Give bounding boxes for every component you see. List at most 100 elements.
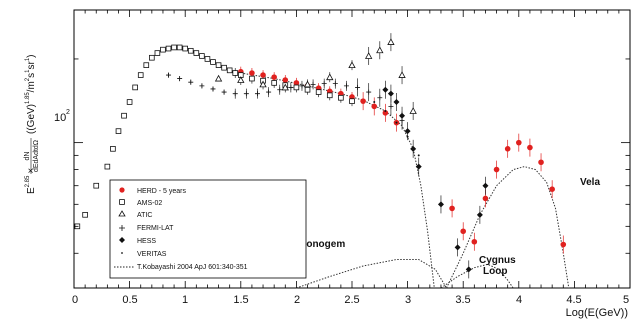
y-title-close: ) [26, 54, 37, 57]
ams-02-point [187, 47, 194, 54]
y-title-e: E [26, 187, 37, 194]
legend-marker-herd [119, 187, 125, 193]
x-tick-labels: 0 0.5 1 1.5 2 2.5 3 3.5 4 4.5 5 [72, 294, 629, 306]
atic-point [259, 80, 267, 88]
veritas-point [417, 154, 420, 157]
y-title-units-exp: 1.85 [25, 92, 31, 104]
hess-point [382, 86, 389, 93]
fermi-lat-point [188, 79, 194, 85]
x-axis-title: Log(E(GeV)) [566, 307, 628, 319]
herd-5-years-point [504, 146, 511, 152]
y-title-frac-num: dN [24, 152, 31, 161]
herd-5-years-point [527, 144, 533, 151]
x-tick-label: 0.5 [122, 294, 137, 306]
hess-point [454, 244, 461, 251]
ams-02-point [165, 45, 172, 52]
herd-5-years-point [516, 139, 522, 146]
ams-02-point [171, 44, 177, 51]
herd-5-years-point [493, 166, 500, 173]
fermi-lat-point [243, 91, 249, 97]
ams-02-point [143, 62, 150, 68]
ams-02-point [221, 64, 227, 71]
fermi-lat-point [355, 84, 361, 90]
herd-5-years-point [449, 205, 455, 212]
hess-point [437, 201, 444, 208]
herd-5-years-point [382, 110, 389, 116]
ams-02-point [326, 92, 333, 99]
x-tick-label: 4.5 [566, 294, 581, 306]
ams-02-point [176, 44, 183, 51]
ams-02-point [121, 112, 127, 119]
ams-02-point [149, 54, 155, 61]
legend-box [109, 179, 307, 279]
ams-02-point [226, 67, 233, 74]
herd-5-years-point [360, 98, 366, 104]
svg-text:((GeV)1.85/m2s1sr1): ((GeV)1.85/m2s1sr1) [25, 54, 37, 134]
hess-point [387, 90, 394, 97]
y-title-s-exp: 1 [25, 69, 31, 73]
hess-point [415, 163, 422, 170]
y-tick-label: 10 2 [54, 109, 70, 124]
fermi-lat-point [177, 76, 183, 82]
fermi-lat-point [266, 89, 272, 95]
annotation-loop: Loop [483, 266, 507, 277]
herd-5-years-point [282, 77, 289, 83]
ams-02-point [110, 146, 116, 152]
herd-5-years-point [471, 238, 478, 245]
y-title-units: ((GeV) [26, 104, 37, 134]
atic-point [398, 71, 406, 78]
x-tick-label: 5 [623, 294, 629, 306]
fermi-lat-point [210, 86, 216, 92]
ams-02-point [315, 89, 322, 95]
legend-entry-atic: ATIC [137, 212, 152, 219]
ams-02-point [349, 98, 355, 104]
ams-02-point [132, 84, 138, 91]
atic-point [348, 61, 356, 69]
legend-entry-hess: HESS [137, 238, 156, 245]
fermi-lat-point [388, 103, 394, 109]
fermi-lat-point [254, 91, 260, 97]
ams-02-point [232, 70, 239, 76]
fermi-lat-point [277, 87, 283, 93]
hess-point [465, 266, 472, 273]
hess-point [410, 145, 417, 152]
hess-point [482, 182, 489, 189]
y-title-frac-den: dEdAdtdΩ [33, 140, 40, 172]
legend-entry-veritas: VERITAS [137, 251, 167, 258]
data-marks [74, 38, 567, 273]
herd-5-years-point [460, 228, 467, 235]
ams-02-point [249, 75, 255, 82]
y-title-sr-exp: 1 [25, 57, 31, 61]
atic-point [326, 73, 334, 81]
annotation-monogem: Monogem [298, 239, 345, 250]
atic-point [281, 83, 289, 91]
y-title-per-m: /m [26, 81, 37, 92]
fermi-lat-point [310, 81, 316, 87]
herd-5-years-point [549, 186, 555, 193]
fermi-lat-point [166, 72, 172, 78]
herd-5-years-point [482, 195, 489, 202]
fermi-lat-point [366, 89, 372, 95]
x-tick-label: 3 [405, 294, 411, 306]
legend: HERD - 5 years AMS-02 ATIC FERMI-LAT HES… [109, 179, 307, 279]
ams-02-point [271, 80, 277, 86]
ams-02-point [115, 128, 122, 134]
ams-02-point [210, 59, 216, 65]
y-title-m-exp: 2 [25, 77, 31, 81]
ams-02-point [193, 50, 200, 56]
fermi-lat-point [299, 83, 305, 89]
legend-marker-fermi [119, 225, 125, 231]
ams-02-point [126, 99, 133, 105]
veritas-point [384, 109, 387, 112]
fermi-lat-point [321, 81, 327, 87]
fermi-lat-point [343, 83, 349, 89]
y-title-s: s [26, 73, 37, 78]
fermi-lat-point [232, 91, 238, 97]
veritas-point [406, 135, 409, 138]
herd-5-years-point [560, 241, 567, 248]
fermi-lat-point [399, 118, 405, 124]
ams-02-point [82, 212, 88, 218]
fermi-lat-point [199, 83, 205, 89]
herd-5-years-point [349, 94, 355, 100]
ams-02-point [204, 56, 211, 62]
